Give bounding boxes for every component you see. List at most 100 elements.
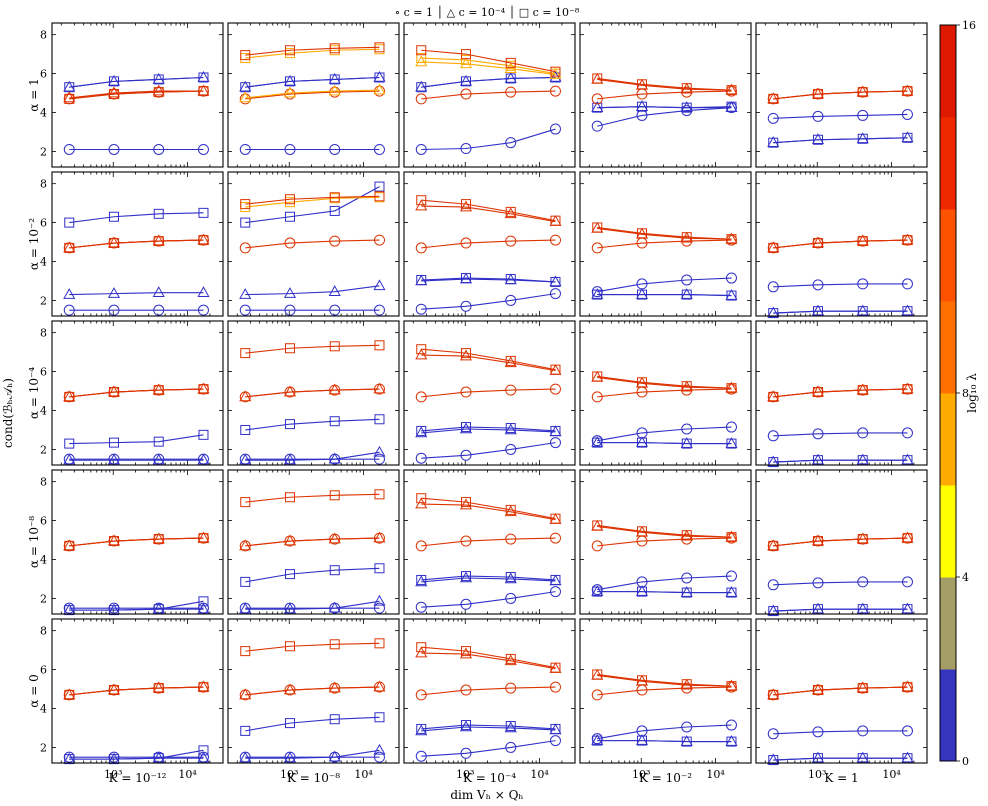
data-point-triangle: [107, 453, 121, 465]
data-point-circle: [549, 586, 561, 598]
data-point-square: [460, 54, 471, 65]
data-point-triangle: [591, 436, 604, 447]
data-point-triangle: [328, 383, 341, 395]
data-point-square: [902, 132, 913, 143]
data-point-square: [416, 82, 427, 93]
series-square: [592, 735, 737, 747]
colorbar-tick-label: 0: [962, 755, 969, 768]
data-point-square: [64, 217, 75, 228]
column-label: K = 10⁻⁸: [287, 771, 340, 785]
y-tick-label: 6: [40, 217, 47, 230]
data-point-square: [374, 712, 385, 723]
series-line: [245, 749, 380, 759]
x-tick-label: 10³: [104, 768, 122, 781]
data-point-circle: [812, 428, 824, 440]
data-point-square: [198, 72, 209, 83]
data-point-triangle: [63, 288, 76, 299]
data-point-circle: [460, 684, 472, 696]
data-point-triangle: [725, 232, 738, 244]
series-line: [421, 724, 556, 730]
data-point-triangle: [680, 437, 693, 448]
series-line: [421, 49, 556, 73]
data-point-square: [284, 419, 295, 430]
data-point-square: [416, 493, 427, 504]
data-point-triangle: [591, 101, 604, 112]
data-point-square: [240, 424, 251, 435]
series-line: [69, 388, 204, 398]
series-line: [597, 107, 732, 127]
data-point-triangle: [239, 688, 252, 700]
data-point-circle: [373, 602, 385, 614]
data-point-circle: [725, 272, 737, 284]
panel-r1-c1: 2 4 6 8: [40, 22, 224, 168]
y-tick-label: 8: [40, 625, 47, 638]
data-point-triangle: [197, 286, 210, 297]
series-line: [245, 418, 380, 431]
data-point-square: [198, 207, 209, 218]
data-point-triangle: [767, 306, 780, 318]
data-point-square: [460, 76, 471, 87]
data-point-circle: [505, 86, 517, 98]
series-line: [597, 77, 732, 91]
series-line: [773, 113, 908, 119]
series-triangle: [415, 497, 562, 524]
data-point-triangle: [680, 288, 693, 299]
colorbar-segment: [940, 209, 956, 302]
data-point-triangle: [725, 530, 738, 542]
data-point-triangle: [152, 84, 165, 96]
data-point-circle: [812, 726, 824, 738]
data-point-circle: [549, 383, 561, 395]
data-point-triangle: [504, 356, 517, 368]
row-label: α = 1: [27, 78, 41, 111]
series-line: [69, 686, 204, 696]
series-triangle: [239, 279, 386, 299]
data-point-square: [681, 102, 692, 113]
series-line: [597, 686, 732, 696]
data-point-circle: [857, 109, 869, 121]
data-point-triangle: [725, 679, 738, 691]
series-triangle: [239, 531, 386, 551]
series-line: [69, 292, 204, 296]
data-point-square: [374, 638, 385, 649]
series-triangle: [63, 453, 210, 465]
data-point-square: [374, 563, 385, 574]
data-point-circle: [373, 85, 385, 97]
series-line: [773, 137, 908, 144]
data-point-circle: [857, 725, 869, 737]
colorbar: 0 4 8 16 log₁₀ λ: [939, 19, 979, 768]
data-point-triangle: [504, 505, 517, 517]
series-line: [245, 48, 380, 59]
data-point-square: [198, 682, 209, 693]
panel-frame: [227, 469, 400, 615]
data-point-triangle: [328, 84, 341, 96]
series-line: [597, 106, 732, 109]
data-point-square: [681, 587, 692, 598]
data-point-triangle: [328, 72, 341, 84]
series-square: [416, 422, 561, 436]
data-point-triangle: [197, 602, 210, 614]
series-circle: [767, 576, 913, 591]
series-circle: [415, 532, 561, 552]
data-point-triangle: [459, 647, 473, 659]
data-point-square: [857, 683, 868, 694]
data-point-triangle: [459, 720, 473, 732]
data-point-triangle: [635, 585, 649, 596]
series-line: [597, 575, 732, 591]
series-line: [421, 686, 556, 696]
data-point-square: [153, 534, 164, 545]
data-point-square: [592, 289, 603, 300]
data-point-circle: [591, 689, 603, 701]
data-point-triangle: [856, 304, 869, 316]
data-point-circle: [549, 437, 561, 449]
data-point-triangle: [197, 233, 210, 245]
data-point-square: [681, 438, 692, 449]
data-point-square: [768, 457, 779, 468]
data-point-square: [636, 289, 647, 300]
data-point-circle: [284, 304, 296, 316]
data-point-square: [505, 504, 516, 515]
data-point-square: [108, 387, 119, 398]
data-point-square: [681, 679, 692, 690]
data-point-square: [636, 675, 647, 686]
data-point-circle: [460, 535, 472, 547]
data-point-triangle: [901, 84, 914, 96]
